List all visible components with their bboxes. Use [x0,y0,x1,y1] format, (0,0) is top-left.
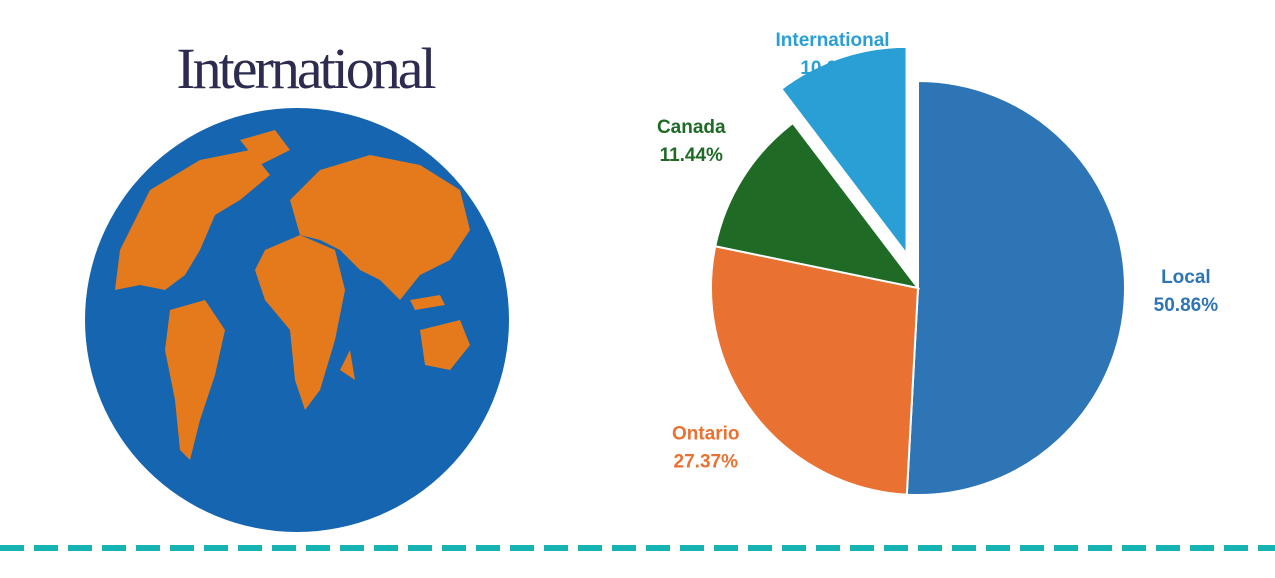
slice-value: 11.44% [660,145,723,166]
pie-slice [710,245,920,496]
chart-title: International [176,36,435,101]
slice-value: 50.86% [1154,295,1219,316]
globe [85,108,509,532]
slice-label: Canada [657,117,726,138]
pie-slice [714,121,921,290]
slice-label: Ontario [672,424,740,445]
slice-label: Local [1161,267,1211,288]
slice-value: 27.37% [674,452,739,473]
slice-label: International [776,30,890,51]
continents [115,130,470,460]
pie: Local 50.86% Ontario 27.37% Canada 11.44% Inte… [657,30,1219,496]
pie-slice [780,45,908,257]
pie-slice [905,79,1126,496]
slice-value: 10.33% [800,58,865,79]
